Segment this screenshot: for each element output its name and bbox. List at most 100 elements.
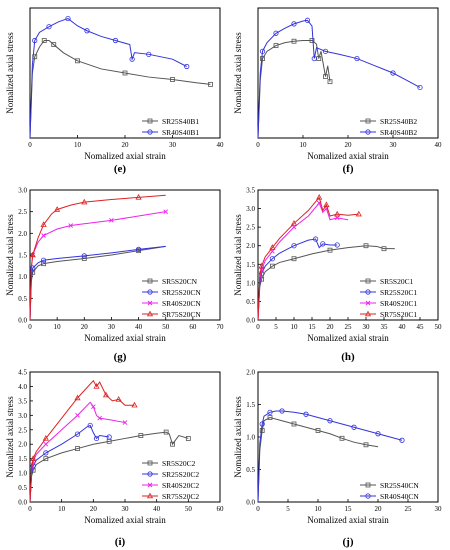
data-point (354, 55, 360, 62)
y-tick-label: 1.0 (18, 273, 27, 281)
legend-marker (147, 460, 153, 466)
data-point (43, 456, 49, 462)
y-tick-label: 1.5 (18, 252, 27, 260)
panel-letter-e: (e) (114, 163, 127, 175)
x-tick-label: 50 (185, 505, 193, 513)
y-tick-label: 0.0 (246, 499, 255, 507)
x-tick-label: 40 (399, 323, 407, 331)
series-line-SR5S20CN (29, 245, 166, 321)
panel-j: 0 5 10 15 20 25 30 0.0 0.5 1.0 1.5 2.0 Nomalized axi… (233, 369, 442, 526)
legend-marker (365, 129, 371, 135)
y-tick-label: 0.0 (18, 317, 27, 325)
x-axis-label: Nomalized axial strain (307, 333, 389, 343)
x-tick-label: 0 (28, 141, 32, 149)
data-point (269, 263, 275, 269)
data-point (122, 70, 128, 76)
legend-marker (146, 310, 154, 317)
data-point (291, 38, 297, 44)
y-tick-label: 2.0 (246, 242, 255, 250)
data-point (375, 431, 381, 437)
data-point (273, 30, 279, 36)
data-point (170, 77, 175, 82)
x-tick-label: 20 (81, 323, 89, 331)
data-point (417, 84, 423, 91)
y-tick-label: 0.5 (246, 466, 255, 474)
data-point (273, 43, 279, 48)
x-tick-label: 40 (217, 141, 225, 149)
data-point (91, 404, 96, 409)
data-point (106, 434, 112, 440)
series-line-SR40S20C2 (29, 401, 126, 503)
legend-marker (147, 129, 153, 135)
data-point (163, 429, 169, 435)
data-point (81, 198, 88, 205)
data-point (267, 415, 273, 420)
data-point (163, 209, 169, 214)
legend-label: SR5S20C2 (162, 459, 196, 468)
x-tick-label: 20 (122, 141, 130, 149)
x-tick-label: 15 (309, 323, 317, 331)
data-point (81, 253, 87, 259)
x-tick-label: 30 (435, 505, 443, 513)
x-tick-label: 20 (90, 505, 98, 513)
data-point (322, 48, 329, 54)
data-point (112, 37, 119, 44)
data-point (131, 401, 138, 408)
data-point (32, 37, 38, 44)
data-point (42, 435, 49, 441)
data-point (43, 450, 49, 456)
x-axis-label: Nomalized axial strain (84, 333, 166, 343)
x-tick-label: 40 (435, 141, 443, 149)
data-point (327, 247, 333, 253)
legend-marker (146, 492, 154, 499)
data-point (316, 193, 323, 200)
data-point (43, 441, 49, 447)
series-line-SR75S20C2 (29, 379, 135, 503)
legend-label: SR40S40CN (380, 492, 419, 501)
data-point (291, 421, 297, 427)
data-point (269, 256, 275, 262)
x-tick-label: 10 (315, 505, 323, 513)
x-tick-label: 10 (300, 141, 308, 149)
y-tick-label: 0.5 (18, 295, 27, 303)
series-line-SR25S20CN (29, 245, 166, 321)
legend-label: SR75S20CN (162, 310, 201, 319)
y-axis-label: Nomalized axial stress (5, 32, 15, 114)
x-tick-label: 0 (256, 141, 260, 149)
data-point (291, 224, 297, 230)
legend-marker (147, 471, 153, 477)
data-point (170, 441, 175, 447)
x-tick-label: 40 (135, 323, 143, 331)
y-tick-label: 3.5 (246, 187, 255, 195)
data-point (51, 42, 57, 47)
data-point (129, 56, 135, 62)
panel-letter-i: (i) (115, 536, 126, 548)
legend-label: SR25S40B1 (162, 117, 199, 126)
x-tick-label: 0 (28, 323, 32, 331)
y-axis-label: Nomalized axial stress (233, 32, 243, 114)
x-tick-label: 30 (122, 505, 130, 513)
x-tick-label: 0 (256, 323, 260, 331)
data-point (260, 56, 265, 61)
data-point (184, 63, 190, 70)
x-tick-label: 20 (345, 141, 353, 149)
panel-e: 0 10 20 30 40 Nomalized axial strain Nomalized… (5, 7, 225, 161)
y-axis-label: Nomalized axial stress (5, 214, 15, 296)
x-tick-label: 40 (153, 505, 161, 513)
series-line-SR40S40B1 (29, 18, 187, 139)
panel-f: 0 10 20 30 40 Nomalized axial strain Nomalized… (233, 7, 443, 161)
data-point (75, 446, 80, 451)
panel-i: 0 10 20 30 40 50 60 0.0 0.5 1.0 1.5 2.0 2.5 3.0 3.5 4.0… (5, 369, 224, 526)
data-point (102, 391, 110, 398)
series-line-SR25S40CN (257, 416, 379, 503)
legend-marker (365, 118, 371, 124)
legend-marker (147, 278, 153, 284)
x-tick-label: 30 (390, 141, 398, 149)
data-point (185, 436, 191, 441)
data-point (312, 236, 319, 242)
data-point (259, 428, 265, 433)
series-line-SR75S20C1 (257, 196, 359, 321)
legend-label: SR75S20C1 (380, 310, 417, 319)
data-point (54, 206, 61, 212)
data-point (334, 242, 340, 248)
